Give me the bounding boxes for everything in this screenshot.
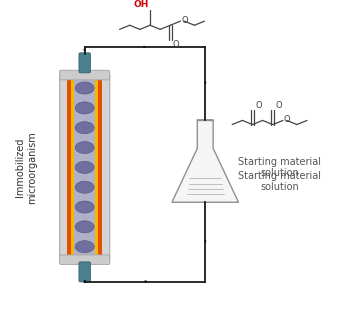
- FancyBboxPatch shape: [79, 262, 90, 282]
- Ellipse shape: [75, 221, 94, 233]
- Text: OH: OH: [133, 0, 149, 9]
- FancyBboxPatch shape: [60, 70, 110, 80]
- Ellipse shape: [75, 82, 94, 94]
- Text: Starting material
solution: Starting material solution: [238, 170, 321, 192]
- Text: Starting material
solution: Starting material solution: [238, 156, 321, 178]
- FancyBboxPatch shape: [79, 53, 90, 73]
- Polygon shape: [172, 120, 238, 202]
- Ellipse shape: [75, 102, 94, 114]
- Ellipse shape: [75, 161, 94, 173]
- Ellipse shape: [75, 122, 94, 134]
- Ellipse shape: [75, 241, 94, 253]
- Text: O: O: [173, 40, 179, 49]
- Text: O: O: [283, 115, 290, 124]
- Bar: [74, 79, 95, 256]
- Ellipse shape: [75, 141, 94, 154]
- Ellipse shape: [75, 181, 94, 193]
- Text: O: O: [181, 16, 188, 25]
- Text: O: O: [255, 101, 262, 110]
- Text: Immobilized
microorganism: Immobilized microorganism: [15, 131, 37, 204]
- Text: O: O: [275, 101, 282, 110]
- Bar: [98, 79, 102, 256]
- Bar: [71, 79, 74, 256]
- Ellipse shape: [75, 201, 94, 213]
- FancyBboxPatch shape: [60, 255, 110, 264]
- Bar: [67, 79, 71, 256]
- FancyBboxPatch shape: [60, 73, 110, 261]
- Bar: [95, 79, 98, 256]
